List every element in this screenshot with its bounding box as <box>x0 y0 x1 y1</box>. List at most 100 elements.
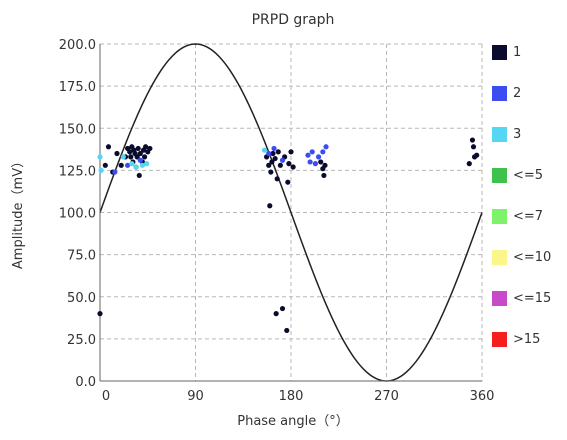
data-point-series-2 <box>309 149 315 155</box>
axes: 0.0 25.0 50.0 75.0 100.0 125.0 150.0 175.0 200.0… <box>59 38 495 404</box>
data-point-series-1 <box>466 161 472 167</box>
legend-swatch <box>492 85 507 101</box>
data-point-series-1 <box>136 172 142 179</box>
legend-swatch <box>492 167 507 183</box>
legend-label: 3 <box>513 126 522 142</box>
y-tick-label: 25.0 <box>67 333 96 348</box>
sine-curve <box>99 43 483 382</box>
legend-item: <=5 <box>492 167 543 183</box>
legend-swatch <box>492 331 507 347</box>
x-axis-label: Phase angle（°） <box>237 414 349 429</box>
data-point-series-1 <box>470 144 477 150</box>
legend-label: >15 <box>513 331 541 347</box>
data-point-series-1 <box>268 169 274 175</box>
data-point-series-2 <box>305 152 311 158</box>
data-point-series-2 <box>312 161 319 167</box>
legend-swatch <box>492 44 507 60</box>
data-point-series-2 <box>137 157 143 163</box>
data-points <box>97 137 480 334</box>
legend-item: 2 <box>492 85 521 101</box>
x-tick-label: 90 <box>187 389 204 404</box>
data-point-series-1 <box>272 155 278 162</box>
data-point-series-3 <box>98 167 104 173</box>
data-point-series-1 <box>286 161 292 167</box>
chart-title: PRPD graph <box>252 12 335 28</box>
legend-label: 2 <box>513 85 522 101</box>
legend-item: <=10 <box>492 249 551 265</box>
data-point-series-1 <box>135 145 141 152</box>
legend-label: <=10 <box>513 249 552 265</box>
legend-swatch <box>492 126 507 142</box>
data-point-series-1 <box>277 162 283 168</box>
data-point-series-1 <box>137 150 143 157</box>
data-point-series-3 <box>139 162 146 168</box>
legend-label: <=7 <box>513 208 544 224</box>
y-tick-label: 200.0 <box>59 38 96 53</box>
legend-label: <=15 <box>513 290 552 306</box>
data-point-series-1 <box>141 154 148 160</box>
grid-lines <box>100 43 483 381</box>
sine-reference-curve <box>99 43 483 382</box>
data-point-series-3 <box>129 161 135 167</box>
data-point-series-1 <box>284 327 290 334</box>
data-point-series-1 <box>270 150 276 157</box>
data-point-series-2 <box>307 159 313 165</box>
data-point-series-1 <box>118 162 124 168</box>
legend: 1 2 3 <=5 <=7 <=10 <=15 >15 <box>492 44 564 364</box>
y-tick-label: 150.0 <box>59 122 96 137</box>
data-point-series-2 <box>279 157 286 163</box>
legend-item: <=7 <box>492 208 543 224</box>
legend-swatch <box>492 290 507 306</box>
y-tick-label: 175.0 <box>59 80 96 95</box>
data-point-series-1 <box>285 179 291 185</box>
y-tick-label: 125.0 <box>59 164 96 179</box>
data-point-series-1 <box>105 144 112 150</box>
data-point-series-3 <box>144 161 150 167</box>
data-point-series-1 <box>273 311 279 317</box>
data-point-series-1 <box>134 154 140 160</box>
data-point-series-1 <box>290 164 296 170</box>
data-point-series-2 <box>112 169 118 175</box>
y-tick-label: 75.0 <box>67 249 96 264</box>
y-tick-label: 50.0 <box>67 291 96 306</box>
data-point-series-2 <box>124 162 131 168</box>
data-point-series-1 <box>267 203 273 209</box>
data-point-series-2 <box>323 144 329 150</box>
data-point-series-1 <box>97 311 103 317</box>
data-point-series-3 <box>133 164 139 170</box>
legend-item: <=15 <box>492 290 551 306</box>
y-tick-label: 0.0 <box>75 375 96 390</box>
data-point-series-3 <box>261 147 268 153</box>
data-point-series-1 <box>318 159 324 165</box>
legend-item: 1 <box>492 44 521 60</box>
data-point-series-1 <box>128 154 134 160</box>
x-tick-label: 0 <box>102 389 110 404</box>
data-point-series-1 <box>274 176 280 182</box>
data-point-series-3 <box>120 154 126 160</box>
data-point-series-1 <box>474 152 480 158</box>
x-tick-label: 180 <box>279 389 304 404</box>
data-point-series-1 <box>288 149 294 155</box>
data-point-series-1 <box>143 144 149 150</box>
legend-swatch <box>492 208 507 224</box>
data-point-series-1 <box>127 149 133 155</box>
data-point-series-2 <box>266 150 272 157</box>
data-point-series-1 <box>269 159 275 165</box>
legend-item: >15 <box>492 331 540 347</box>
data-point-series-1 <box>147 145 153 152</box>
data-point-series-2 <box>320 149 326 155</box>
data-point-series-1 <box>279 305 286 312</box>
x-tick-label: 360 <box>470 389 495 404</box>
data-point-series-1 <box>275 149 281 155</box>
data-point-series-1 <box>102 162 108 168</box>
data-point-series-1 <box>266 162 272 168</box>
legend-swatch <box>492 249 507 265</box>
y-axis-label: Amplitude（mV） <box>11 155 26 269</box>
data-point-series-2 <box>271 145 277 152</box>
y-tick-label: 100.0 <box>59 207 96 222</box>
x-tick-label: 270 <box>374 389 399 404</box>
legend-item: 3 <box>492 126 521 142</box>
data-point-series-1 <box>469 137 476 143</box>
